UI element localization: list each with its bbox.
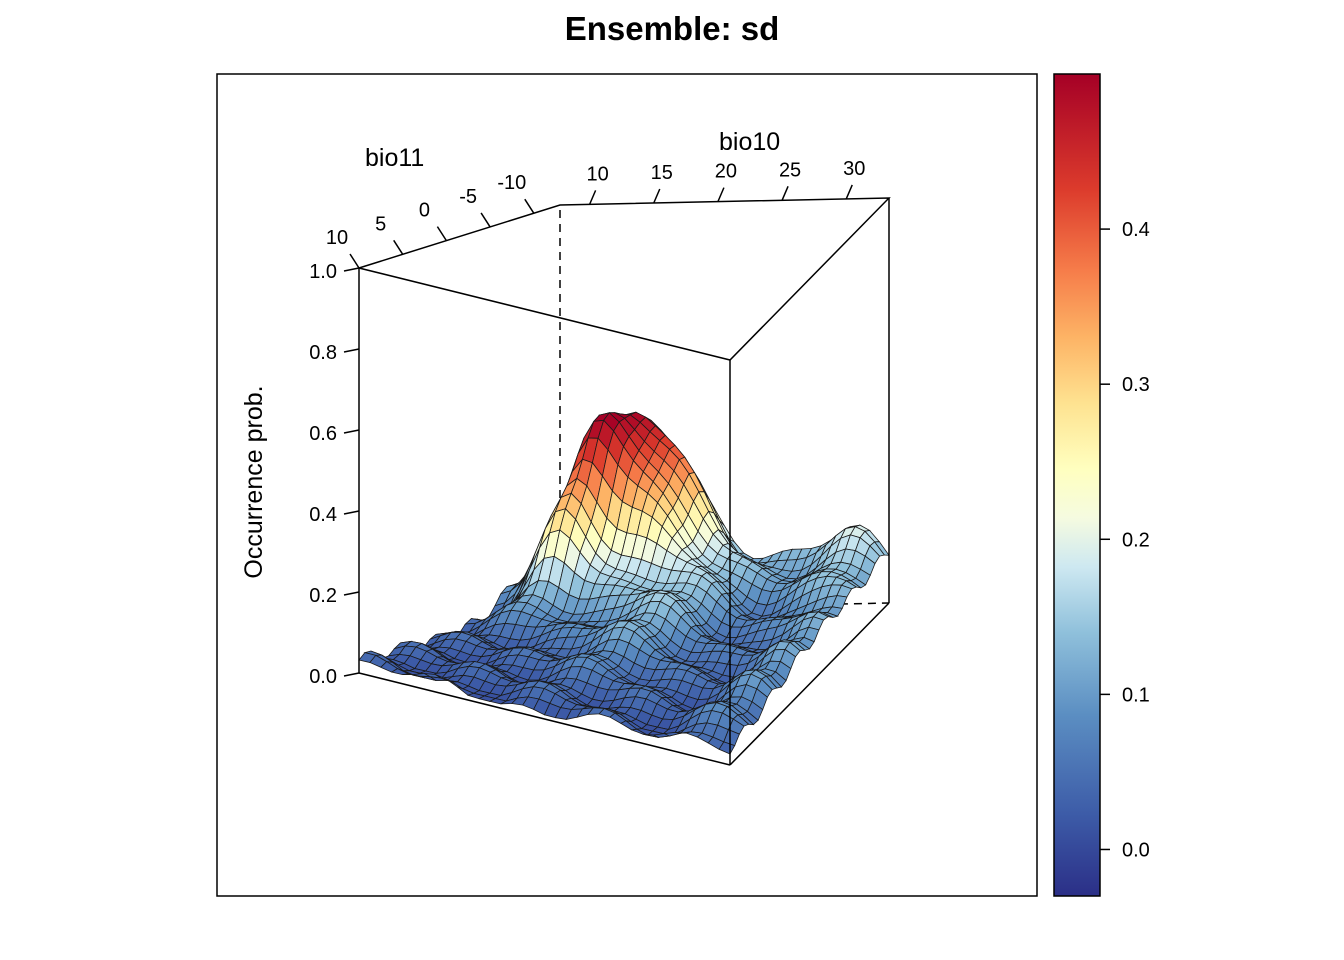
z-tick-label: 0.8	[309, 342, 337, 364]
colorbar-tick-label: 0.3	[1122, 374, 1150, 396]
z-tick	[343, 510, 360, 515]
box-front-edges	[356, 197, 891, 766]
bio10-tick	[845, 184, 853, 200]
colorbar	[1053, 73, 1101, 897]
z-tick	[343, 429, 360, 434]
surface-facet	[718, 741, 736, 755]
bio10-tick-label: 10	[586, 163, 608, 185]
bio11-tick-label: 0	[419, 200, 430, 222]
box-back-edges	[559, 205, 890, 611]
chart-title: Ensemble: sd	[564, 10, 780, 47]
occurrence-axis-ticks: 0.0 0.2 0.4 0.6 0.8 1.0	[309, 261, 360, 688]
bio11-tick	[436, 226, 448, 242]
bio11-axis-label: bio11	[365, 144, 424, 172]
bio10-tick-label: 30	[843, 158, 865, 180]
colorbar-tick-label: 0.2	[1122, 529, 1150, 551]
z-tick-label: 0.2	[309, 585, 337, 607]
bio11-tick	[349, 253, 360, 269]
bio10-tick-label: 20	[715, 161, 737, 183]
z-tick-label: 0.4	[309, 504, 337, 526]
box-right-floor-edge	[729, 602, 890, 766]
bio10-tick	[717, 187, 725, 202]
bio11-tick	[393, 239, 404, 255]
colorbar-tick-label: 0.4	[1122, 219, 1150, 241]
z-tick	[343, 267, 360, 272]
z-tick-label: 0.6	[309, 423, 337, 445]
colorbar-ticks: 0.0 0.1 0.2 0.3 0.4	[1100, 219, 1150, 861]
bio10-tick-label: 15	[651, 162, 673, 184]
z-tick-label: 0.0	[309, 666, 337, 688]
occurrence-axis-label: Occurrence prob.	[240, 385, 268, 578]
bio11-tick-label: -5	[459, 186, 477, 208]
bio11-tick-label: -10	[497, 172, 526, 194]
bio10-tick	[588, 190, 597, 205]
colorbar-tick-label: 0.1	[1122, 684, 1150, 706]
z-tick	[343, 591, 360, 596]
box-top-face	[356, 197, 891, 361]
bio11-tick-label: 10	[326, 227, 348, 249]
bio11-tick	[480, 212, 491, 228]
z-tick	[343, 672, 360, 677]
colorbar-tick-label: 0.0	[1122, 839, 1150, 861]
bio11-axis-ticks: 10 5 0 -5 -10	[326, 172, 535, 269]
bio11-tick-label: 5	[375, 213, 386, 235]
bio10-axis-label: bio10	[719, 128, 780, 156]
bio10-tick	[781, 185, 789, 201]
z-tick	[343, 348, 360, 353]
box-front-floor-edge	[358, 672, 731, 766]
z-tick-label: 1.0	[309, 261, 337, 283]
plot-panel	[216, 73, 1038, 897]
bio10-tick	[653, 188, 661, 204]
bio10-tick-label: 25	[779, 159, 801, 181]
bio10-axis-ticks: 10 15 20 25 30	[586, 158, 865, 205]
bio11-tick	[524, 198, 535, 214]
surface-mesh	[358, 411, 890, 755]
